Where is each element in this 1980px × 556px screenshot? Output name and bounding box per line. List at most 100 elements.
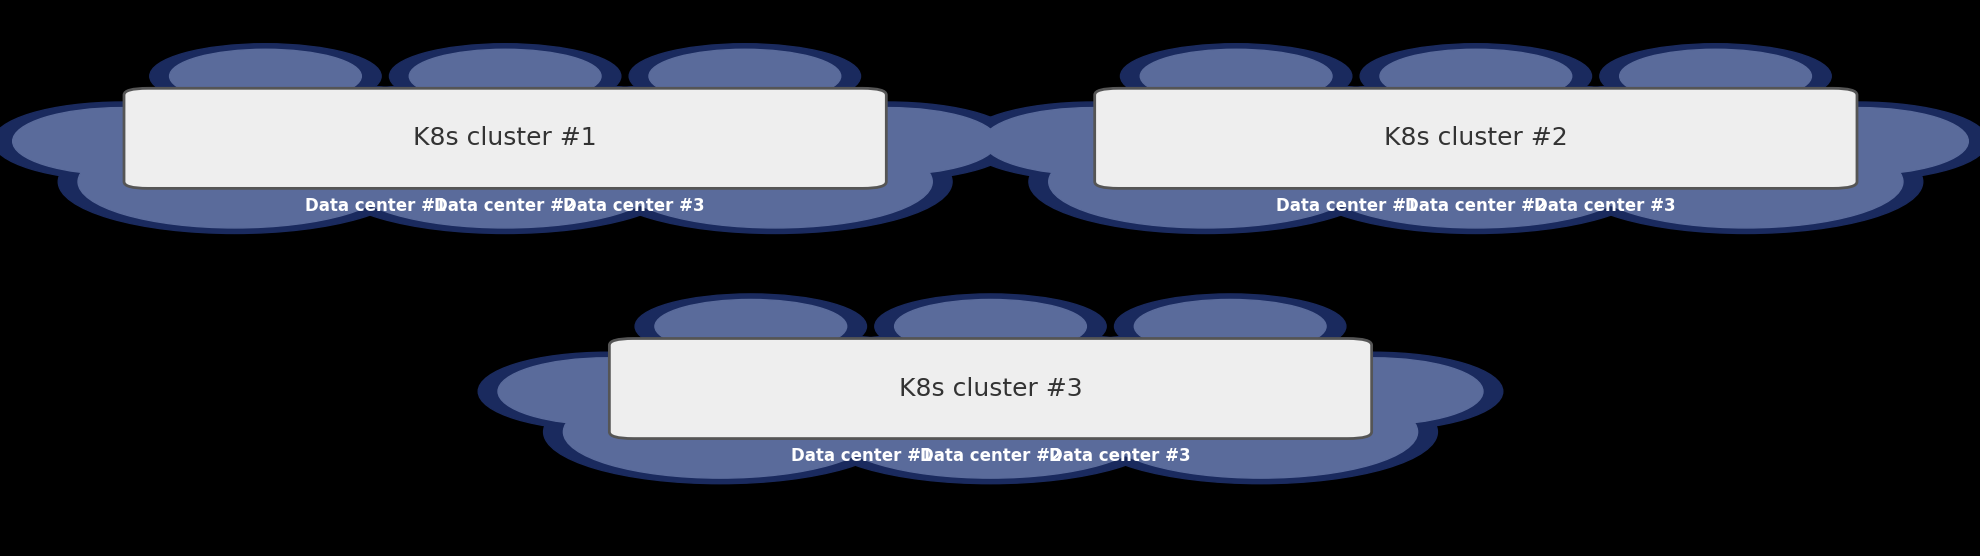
Ellipse shape: [895, 300, 1085, 353]
Text: Data center #1: Data center #1: [1275, 197, 1418, 215]
Ellipse shape: [1085, 85, 1386, 212]
Ellipse shape: [194, 85, 495, 212]
Ellipse shape: [543, 380, 897, 484]
Ellipse shape: [919, 335, 1220, 462]
Ellipse shape: [760, 335, 1061, 462]
Ellipse shape: [814, 380, 1166, 484]
Text: K8s cluster #2: K8s cluster #2: [1384, 126, 1566, 150]
Ellipse shape: [859, 341, 1121, 456]
Ellipse shape: [1325, 85, 1626, 212]
Ellipse shape: [1103, 386, 1418, 478]
Ellipse shape: [620, 341, 881, 456]
Ellipse shape: [618, 136, 933, 228]
Ellipse shape: [655, 300, 845, 353]
Ellipse shape: [1404, 85, 1705, 212]
Ellipse shape: [329, 130, 681, 234]
Ellipse shape: [1731, 102, 1980, 181]
Ellipse shape: [679, 335, 980, 462]
Text: K8s cluster #3: K8s cluster #3: [899, 376, 1081, 400]
Ellipse shape: [630, 44, 859, 108]
Text: Data center #2: Data center #2: [434, 197, 576, 215]
Ellipse shape: [594, 85, 895, 212]
Ellipse shape: [410, 49, 600, 103]
Ellipse shape: [1750, 108, 1968, 175]
Text: Data center #1: Data center #1: [790, 448, 933, 465]
Ellipse shape: [699, 341, 960, 456]
Ellipse shape: [275, 85, 576, 212]
Ellipse shape: [1265, 91, 1527, 206]
Ellipse shape: [649, 49, 840, 103]
Ellipse shape: [135, 91, 396, 206]
Ellipse shape: [535, 91, 796, 206]
Ellipse shape: [840, 335, 1140, 462]
Ellipse shape: [1135, 300, 1325, 353]
Ellipse shape: [834, 386, 1146, 478]
Ellipse shape: [600, 335, 901, 462]
Ellipse shape: [1600, 44, 1830, 108]
Ellipse shape: [1568, 130, 1923, 234]
Ellipse shape: [57, 130, 412, 234]
Ellipse shape: [1245, 353, 1503, 430]
Ellipse shape: [1620, 49, 1810, 103]
Ellipse shape: [434, 85, 735, 212]
Ellipse shape: [170, 49, 360, 103]
Ellipse shape: [1099, 341, 1360, 456]
Ellipse shape: [1584, 91, 1845, 206]
Text: Data center #2: Data center #2: [919, 448, 1061, 465]
Ellipse shape: [875, 294, 1105, 359]
Ellipse shape: [562, 386, 877, 478]
Text: Data center #2: Data center #2: [1404, 197, 1546, 215]
Ellipse shape: [1083, 380, 1437, 484]
Ellipse shape: [636, 294, 865, 359]
Ellipse shape: [1564, 85, 1865, 212]
Ellipse shape: [1105, 91, 1366, 206]
Ellipse shape: [1028, 130, 1382, 234]
Ellipse shape: [1505, 91, 1766, 206]
Ellipse shape: [1047, 136, 1362, 228]
Ellipse shape: [1184, 91, 1445, 206]
Ellipse shape: [1380, 49, 1570, 103]
Ellipse shape: [1588, 136, 1903, 228]
Text: Data center #3: Data center #3: [1047, 448, 1190, 465]
Ellipse shape: [780, 341, 1041, 456]
Ellipse shape: [77, 136, 392, 228]
Ellipse shape: [982, 108, 1200, 175]
FancyBboxPatch shape: [610, 339, 1370, 439]
Text: K8s cluster #1: K8s cluster #1: [414, 126, 596, 150]
Ellipse shape: [1319, 136, 1632, 228]
Ellipse shape: [1360, 44, 1590, 108]
Ellipse shape: [477, 353, 735, 430]
Ellipse shape: [939, 341, 1200, 456]
Ellipse shape: [150, 44, 380, 108]
Ellipse shape: [1485, 85, 1786, 212]
Ellipse shape: [1265, 358, 1483, 425]
Ellipse shape: [0, 102, 249, 181]
Ellipse shape: [115, 85, 416, 212]
Ellipse shape: [780, 108, 998, 175]
Ellipse shape: [1079, 335, 1380, 462]
Ellipse shape: [1115, 294, 1344, 359]
Ellipse shape: [12, 108, 230, 175]
FancyBboxPatch shape: [125, 88, 885, 188]
FancyBboxPatch shape: [1095, 88, 1855, 188]
Ellipse shape: [1164, 85, 1465, 212]
Ellipse shape: [614, 91, 875, 206]
Ellipse shape: [1344, 91, 1606, 206]
Text: Data center #3: Data center #3: [1533, 197, 1675, 215]
Ellipse shape: [1020, 341, 1281, 456]
Ellipse shape: [295, 91, 556, 206]
Ellipse shape: [453, 91, 715, 206]
Ellipse shape: [1245, 85, 1546, 212]
Ellipse shape: [348, 136, 661, 228]
Ellipse shape: [760, 102, 1018, 181]
Ellipse shape: [1140, 49, 1331, 103]
Ellipse shape: [390, 44, 620, 108]
Ellipse shape: [1000, 335, 1301, 462]
Text: Data center #3: Data center #3: [562, 197, 705, 215]
Ellipse shape: [497, 358, 715, 425]
Ellipse shape: [214, 91, 475, 206]
Ellipse shape: [354, 85, 655, 212]
Text: Data center #1: Data center #1: [305, 197, 447, 215]
Ellipse shape: [1299, 130, 1651, 234]
Ellipse shape: [962, 102, 1220, 181]
